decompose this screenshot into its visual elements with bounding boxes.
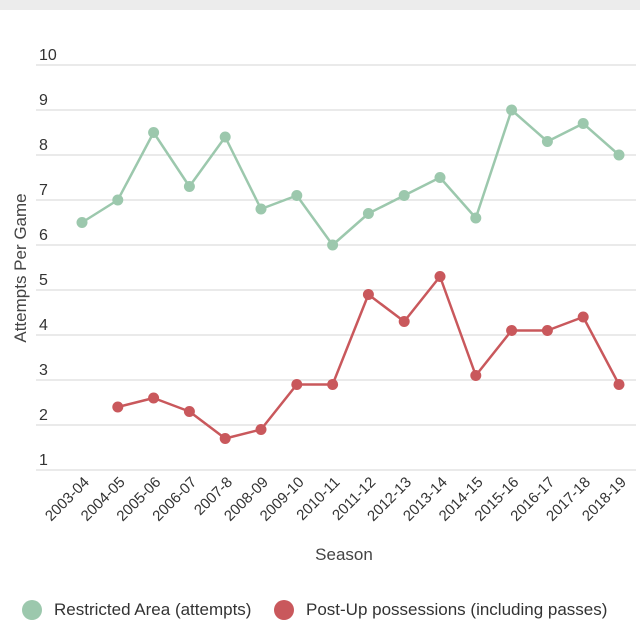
y-tick-label: 2 (39, 407, 48, 424)
y-tick-label: 10 (39, 47, 57, 64)
data-point-post-up[interactable] (183, 406, 195, 417)
data-point-restricted-area[interactable] (613, 149, 625, 161)
data-point-post-up[interactable] (327, 379, 339, 390)
legend-item-post-up[interactable]: Post-Up possessions (including passes) (274, 600, 607, 620)
y-tick-label: 7 (39, 182, 48, 199)
y-tick-label: 9 (39, 92, 48, 109)
grid-lines (36, 64, 636, 471)
data-point-restricted-area[interactable] (362, 208, 374, 219)
data-point-restricted-area[interactable] (76, 217, 88, 228)
data-point-post-up[interactable] (148, 392, 160, 404)
data-point-post-up[interactable] (398, 316, 410, 327)
data-point-restricted-area[interactable] (148, 127, 160, 138)
data-point-restricted-area[interactable] (577, 118, 589, 129)
data-point-post-up[interactable] (112, 401, 124, 413)
y-tick-label: 3 (39, 362, 48, 379)
series-lines (81, 108, 621, 440)
data-point-restricted-area[interactable] (327, 239, 339, 251)
data-point-post-up[interactable] (613, 379, 625, 390)
data-point-restricted-area[interactable] (470, 212, 482, 224)
data-point-post-up[interactable] (470, 370, 482, 381)
legend-marker-restricted-area (22, 600, 42, 620)
data-point-post-up[interactable] (219, 433, 231, 444)
data-point-post-up[interactable] (577, 311, 589, 323)
data-point-post-up[interactable] (541, 325, 553, 336)
legend-label-post-up: Post-Up possessions (including passes) (306, 600, 608, 619)
data-point-restricted-area[interactable] (255, 203, 267, 215)
data-point-restricted-area[interactable] (541, 136, 553, 147)
data-point-restricted-area[interactable] (291, 190, 303, 201)
data-point-post-up[interactable] (362, 289, 374, 300)
data-point-post-up[interactable] (291, 379, 303, 390)
x-tick-labels: 2003-042004-052005-062006-072007-82008-0… (42, 474, 630, 525)
data-point-restricted-area[interactable] (506, 104, 518, 116)
data-point-restricted-area[interactable] (112, 194, 124, 206)
legend-label-restricted-area: Restricted Area (attempts) (54, 600, 252, 619)
series-points (76, 104, 625, 444)
legend-item-restricted-area[interactable]: Restricted Area (attempts) (22, 600, 251, 620)
legend: Restricted Area (attempts) Post-Up posse… (0, 600, 640, 634)
y-tick-label: 5 (39, 272, 48, 289)
line-chart: 1 2 3 4 5 6 7 8 9 10 2003-042004-052005-062006-07… (11, 47, 636, 564)
data-point-post-up[interactable] (434, 271, 446, 282)
y-tick-label: 8 (39, 137, 48, 154)
data-point-restricted-area[interactable] (219, 131, 231, 143)
data-point-post-up[interactable] (506, 325, 518, 336)
data-point-restricted-area[interactable] (183, 181, 195, 192)
top-bar (0, 0, 640, 10)
y-tick-label: 6 (39, 227, 48, 244)
x-axis-label: Season (315, 545, 373, 564)
data-point-restricted-area[interactable] (398, 190, 410, 201)
legend-marker-post-up (274, 600, 294, 620)
data-point-post-up[interactable] (255, 424, 267, 435)
y-tick-label: 1 (39, 452, 48, 469)
data-point-restricted-area[interactable] (434, 172, 446, 183)
y-axis-label: Attempts Per Game (11, 193, 30, 342)
y-tick-labels: 1 2 3 4 5 6 7 8 9 10 (39, 47, 57, 469)
y-tick-label: 4 (39, 317, 48, 334)
series-line-restricted-area (81, 108, 620, 247)
